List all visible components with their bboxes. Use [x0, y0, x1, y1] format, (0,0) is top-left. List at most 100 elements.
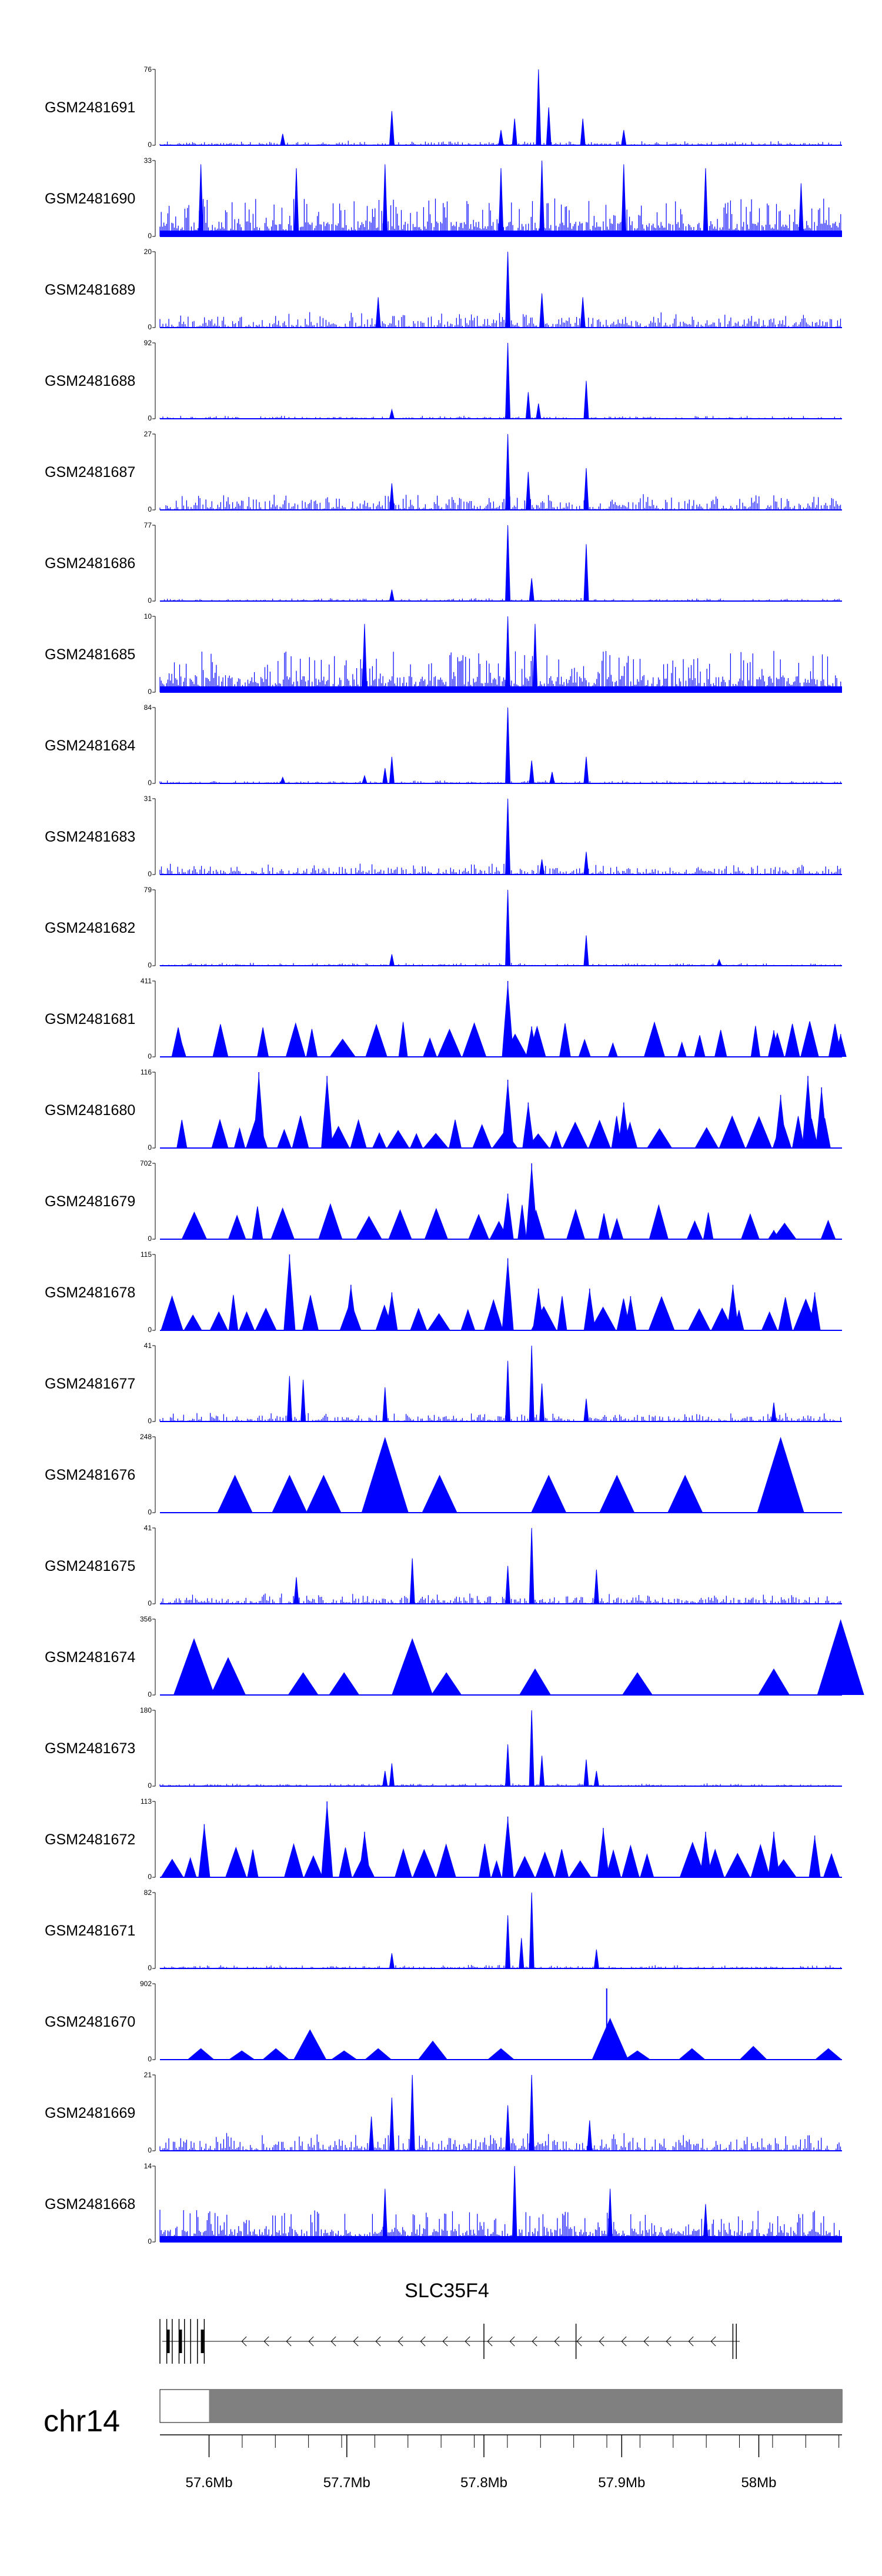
- track-name: GSM2481669: [45, 2104, 136, 2121]
- strand-arrow: [353, 2336, 359, 2347]
- signal-peak: [505, 1566, 511, 1604]
- signal-peak: [280, 776, 286, 784]
- track-ymin-label: 0: [148, 1508, 152, 1516]
- track-ymin-label: 0: [148, 961, 152, 969]
- signal-peak: [409, 2074, 415, 2151]
- track-ymin-label: 0: [148, 1052, 152, 1060]
- strand-arrow: [308, 2336, 314, 2347]
- signal-peak: [703, 2204, 709, 2243]
- signal-peak: [703, 168, 709, 237]
- signal-peak: [382, 1771, 388, 1787]
- strand-arrow: [599, 2336, 604, 2347]
- track-ymax-label: 41: [143, 1524, 152, 1532]
- signal-bars: [159, 963, 841, 966]
- signal-peak: [583, 544, 589, 602]
- track-ymin-label: 0: [148, 414, 152, 422]
- axis-tick-label: 57.9Mb: [598, 2475, 646, 2491]
- signal-peak: [607, 2188, 613, 2243]
- signal-peak: [539, 1383, 545, 1422]
- signal-peak: [512, 118, 517, 146]
- track-ymin-label: 0: [148, 505, 152, 513]
- strand-arrow: [442, 2336, 448, 2347]
- signal-peak: [583, 852, 589, 875]
- signal-peak: [593, 1771, 599, 1787]
- track-ymin-label: 0: [148, 141, 152, 149]
- signal-peak: [293, 1577, 299, 1604]
- track-ymin-label: 0: [148, 870, 152, 878]
- signal-peak: [329, 1672, 360, 1695]
- track-ymin-label: 0: [148, 1143, 152, 1152]
- signal-peak: [583, 1399, 589, 1422]
- signal-peak: [293, 2029, 327, 2060]
- signal-peak: [505, 433, 511, 510]
- signal-area: [160, 1294, 842, 1331]
- signal-peak: [382, 2188, 388, 2243]
- signal-peak: [418, 2040, 447, 2060]
- signal-peak: [389, 1763, 395, 1787]
- signal-floor: [160, 2236, 842, 2242]
- track-ymin-label: 0: [148, 1234, 152, 1243]
- signal-peak: [525, 472, 531, 510]
- signal-peak: [382, 1387, 388, 1422]
- signal-peak: [173, 1638, 215, 1695]
- signal-peak: [622, 1672, 653, 1695]
- signal-peak: [228, 2050, 255, 2060]
- track-ymax-label: 902: [139, 1980, 152, 1988]
- signal-peak: [505, 1915, 511, 1969]
- signal-peak: [536, 403, 542, 419]
- signal-peak: [519, 1938, 524, 1969]
- strand-arrow: [465, 2336, 470, 2347]
- track-ymax-label: 92: [143, 339, 152, 347]
- signal-peak: [382, 164, 388, 237]
- track-name: GSM2481687: [45, 463, 136, 481]
- axis-tick-label: 57.6Mb: [185, 2475, 233, 2491]
- track-ymax-label: 76: [143, 65, 152, 74]
- track-ymin-label: 0: [148, 779, 152, 787]
- exon-block: [179, 2330, 182, 2353]
- signal-peak: [593, 1569, 599, 1604]
- strand-arrow: [643, 2336, 649, 2347]
- signal-peak: [431, 1672, 462, 1695]
- signal-bars: [159, 598, 841, 601]
- track-ymax-label: 411: [140, 977, 152, 985]
- track-name: GSM2481676: [45, 1466, 136, 1483]
- signal-bars: [159, 312, 841, 328]
- strand-arrow: [487, 2336, 493, 2347]
- signal-peak: [798, 183, 804, 237]
- track-name: GSM2481668: [45, 2195, 136, 2213]
- track-name: GSM2481691: [45, 99, 136, 116]
- signal-bars: [159, 1413, 841, 1422]
- signal-peak: [505, 251, 511, 328]
- signal-peak: [519, 1668, 551, 1695]
- track-ymax-label: 180: [139, 1706, 152, 1714]
- chromosome-label: chr14: [44, 2404, 121, 2438]
- axis-tick-label: 57.7Mb: [323, 2475, 370, 2491]
- signal-peak: [293, 168, 299, 237]
- track-name: GSM2481672: [45, 1831, 136, 1848]
- track-name: GSM2481679: [45, 1193, 136, 1210]
- track-name: GSM2481685: [45, 646, 136, 663]
- track-name: GSM2481682: [45, 919, 136, 936]
- strand-arrow: [688, 2336, 694, 2347]
- exon-block: [201, 2330, 204, 2353]
- signal-peak: [361, 1437, 409, 1513]
- signal-peak: [539, 1756, 545, 1787]
- strand-arrow: [241, 2336, 247, 2347]
- signal-peak: [505, 889, 511, 966]
- track-name: GSM2481686: [45, 555, 136, 572]
- signal-bars: [159, 863, 841, 875]
- track-ymin-label: 0: [148, 2055, 152, 2063]
- signal-peak: [422, 1474, 457, 1513]
- strand-arrow: [666, 2336, 671, 2347]
- signal-peak: [498, 130, 504, 146]
- track-ymin-label: 0: [148, 596, 152, 605]
- signal-peak: [531, 1474, 567, 1513]
- signal-peak: [365, 2048, 392, 2060]
- strand-arrow: [576, 2336, 582, 2347]
- track-ymax-label: 356: [139, 1615, 152, 1623]
- track-ymax-label: 248: [139, 1433, 152, 1441]
- strand-arrow: [397, 2336, 403, 2347]
- track-ymax-label: 77: [143, 521, 152, 529]
- signal-peak: [549, 772, 555, 784]
- signal-peak: [198, 164, 204, 237]
